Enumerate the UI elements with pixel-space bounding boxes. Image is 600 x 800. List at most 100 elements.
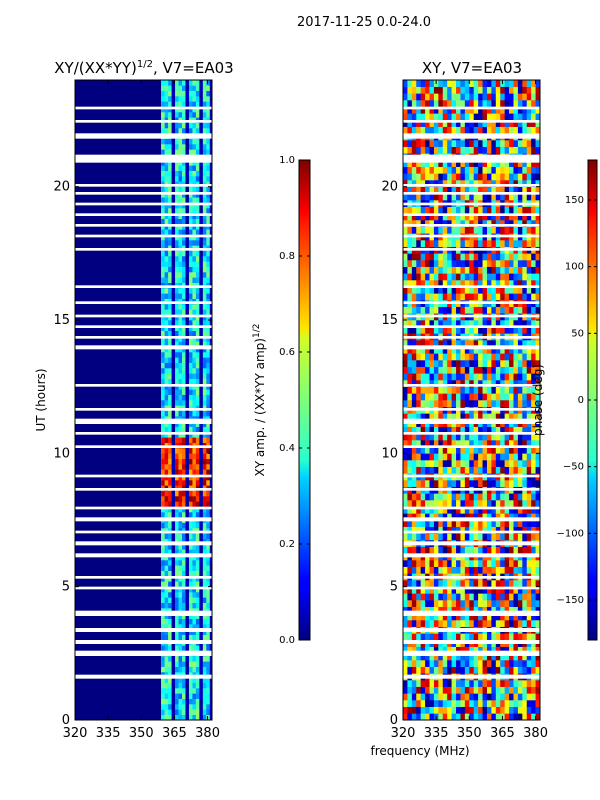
right-heatmap-cell	[517, 280, 523, 287]
right-heatmap-cell	[513, 533, 519, 541]
right-heatmap-cell	[535, 400, 541, 407]
right-heatmap-cell	[517, 560, 523, 567]
left-heatmap-cell	[171, 656, 176, 662]
left-heatmap-cell	[195, 709, 200, 715]
right-heatmap-cell	[495, 160, 501, 167]
colorbar-tick-label: 0.6	[279, 347, 295, 358]
left-heatmap-cell	[195, 645, 200, 651]
right-heatmap-cell	[464, 660, 470, 667]
right-heatmap-cell	[495, 100, 501, 107]
left-heatmap-cell	[195, 714, 200, 721]
right-colorbar-label: phase (deg)	[531, 364, 545, 436]
right-heatmap-cell	[473, 566, 479, 574]
left-flagged-band	[75, 285, 212, 288]
left-heatmap-cell	[185, 453, 190, 459]
left-flagged-band	[75, 445, 212, 448]
right-heatmap-cell	[411, 466, 417, 474]
right-heatmap-cell	[469, 280, 475, 287]
right-heatmap-cell	[504, 520, 510, 527]
right-heatmap-cell	[513, 400, 519, 407]
right-heatmap-cell	[447, 586, 452, 594]
right-heatmap-cell	[460, 346, 466, 354]
right-heatmap-cell	[495, 353, 501, 361]
right-heatmap-cell	[478, 566, 483, 574]
left-heatmap-cell	[175, 309, 179, 315]
right-heatmap-cell	[526, 113, 532, 121]
right-heatmap-cell	[504, 193, 510, 201]
right-heatmap-cell	[535, 500, 541, 507]
right-heatmap-cell	[535, 173, 541, 181]
right-heatmap-cell	[522, 193, 528, 201]
left-heatmap-cell	[188, 288, 193, 294]
right-heatmap-cell	[451, 513, 457, 521]
right-heatmap-cell	[460, 140, 466, 147]
right-heatmap-cell	[403, 213, 408, 221]
right-heatmap-cell	[456, 366, 461, 374]
y-tick-label: 10	[53, 446, 70, 461]
left-heatmap-cell	[195, 224, 200, 230]
left-heatmap-cell	[202, 554, 207, 561]
left-heatmap-cell	[195, 474, 200, 481]
right-heatmap-cell	[403, 446, 408, 454]
right-heatmap-cell	[403, 340, 408, 347]
left-heatmap-cell	[188, 165, 193, 171]
left-heatmap-cell	[164, 320, 169, 326]
left-heatmap-cell	[175, 213, 179, 219]
left-heatmap-cell	[161, 602, 165, 609]
right-heatmap-cell	[464, 400, 470, 407]
right-heatmap-cell	[522, 566, 528, 574]
left-heatmap-cell	[171, 80, 176, 86]
right-heatmap-cell	[433, 580, 439, 587]
right-heatmap-cell	[451, 633, 457, 641]
left-heatmap-cell	[195, 266, 200, 273]
right-heatmap-cell	[500, 353, 505, 361]
right-heatmap-cell	[486, 660, 492, 667]
left-heatmap-cell	[182, 496, 186, 502]
left-heatmap-cell	[188, 570, 193, 577]
left-heatmap-cell	[185, 682, 190, 689]
right-heatmap-cell	[420, 193, 426, 201]
right-heatmap-cell	[522, 86, 528, 94]
left-heatmap-cell	[175, 693, 179, 699]
left-heatmap-cell	[182, 85, 186, 91]
left-heatmap-cell	[199, 421, 204, 427]
right-heatmap-cell	[509, 706, 514, 714]
x-tick-label: 335	[424, 726, 449, 741]
right-heatmap-cell	[447, 286, 452, 294]
right-heatmap-cell	[420, 113, 426, 121]
left-heatmap-cell	[168, 544, 172, 550]
right-heatmap-cell	[447, 146, 452, 154]
right-heatmap-cell	[451, 340, 457, 347]
left-heatmap-cell	[206, 96, 211, 102]
left-heatmap-cell	[171, 202, 176, 209]
right-heatmap-cell	[433, 100, 439, 107]
right-heatmap-cell	[478, 266, 483, 274]
left-heatmap-cell	[178, 458, 183, 465]
right-heatmap-cell	[513, 166, 519, 174]
left-heatmap-cell	[178, 144, 183, 150]
left-heatmap-cell	[178, 368, 183, 374]
right-heatmap-cell	[491, 326, 497, 334]
right-heatmap-cell	[482, 240, 488, 247]
left-heatmap-cell	[202, 320, 207, 326]
right-heatmap-cell	[486, 566, 492, 574]
right-heatmap-cell	[460, 80, 466, 87]
right-heatmap-cell	[531, 340, 536, 347]
left-heatmap-cell	[175, 437, 179, 443]
left-heatmap-cell	[192, 714, 197, 721]
left-heatmap-cell	[161, 197, 165, 203]
left-heatmap-cell	[161, 122, 165, 129]
right-heatmap-cell	[403, 466, 408, 474]
right-heatmap-cell	[486, 80, 492, 87]
right-heatmap-cell	[473, 106, 479, 114]
left-heatmap-cell	[195, 693, 200, 699]
right-heatmap-cell	[517, 413, 523, 421]
left-heatmap-cell	[188, 330, 193, 337]
right-heatmap-cell	[433, 93, 439, 101]
right-heatmap-cell	[429, 466, 435, 474]
right-heatmap-cell	[526, 140, 532, 147]
right-heatmap-cell	[407, 166, 413, 174]
left-heatmap-cell	[192, 709, 197, 715]
left-heatmap-cell	[161, 352, 165, 358]
right-heatmap-cell	[403, 460, 408, 467]
